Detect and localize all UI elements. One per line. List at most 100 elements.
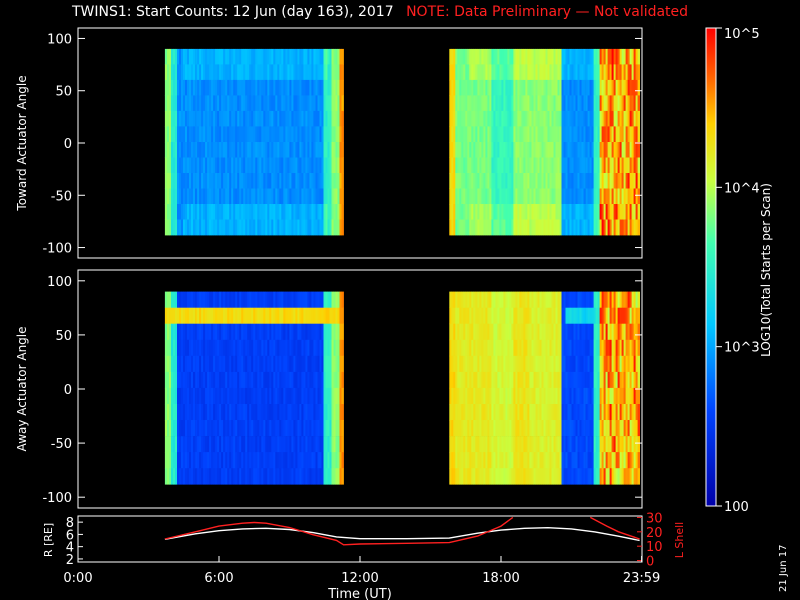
heatmap-cell bbox=[247, 157, 250, 174]
heatmap-cell bbox=[243, 95, 246, 112]
heatmap-cell bbox=[511, 355, 514, 373]
heatmap-cell bbox=[249, 404, 252, 421]
heatmap-cell bbox=[299, 404, 302, 421]
heatmap-cell bbox=[567, 420, 570, 437]
heatmap-cell bbox=[605, 126, 608, 143]
heatmap-cell bbox=[207, 387, 210, 405]
heatmap-cell bbox=[615, 307, 618, 325]
heatmap-cell bbox=[479, 323, 482, 341]
heatmap-cell bbox=[597, 64, 600, 81]
heatmap-cell bbox=[251, 219, 254, 236]
heatmap-cell bbox=[613, 79, 616, 96]
heatmap-cell bbox=[489, 142, 492, 158]
heatmap-cell bbox=[279, 126, 282, 143]
heatmap-cell bbox=[449, 79, 452, 96]
heatmap-cell bbox=[201, 188, 204, 205]
heatmap-cell bbox=[599, 452, 602, 469]
heatmap-cell bbox=[549, 371, 552, 389]
heatmap-cell bbox=[215, 452, 218, 469]
heatmap-cell bbox=[569, 387, 572, 405]
heatmap-cell bbox=[627, 452, 630, 469]
heatmap-cell bbox=[635, 371, 638, 389]
heatmap-cell bbox=[633, 307, 636, 325]
heatmap-cell bbox=[613, 468, 616, 485]
heatmap-cell bbox=[257, 404, 260, 421]
heatmap-cell bbox=[283, 79, 286, 96]
heatmap-cell bbox=[579, 157, 582, 174]
heatmap-cell bbox=[545, 79, 548, 96]
heatmap-cell bbox=[567, 452, 570, 469]
heatmap-cell bbox=[561, 468, 564, 485]
heatmap-cell bbox=[593, 371, 596, 389]
heatmap-cell bbox=[617, 323, 620, 341]
heatmap-cell bbox=[237, 126, 240, 143]
heatmap-cell bbox=[619, 204, 622, 220]
heatmap-cell bbox=[331, 64, 334, 81]
heatmap-cell bbox=[197, 48, 200, 65]
heatmap-cell bbox=[277, 110, 280, 127]
heatmap-cell bbox=[611, 157, 614, 174]
heatmap-cell bbox=[609, 157, 612, 174]
heatmap-cell bbox=[273, 126, 276, 143]
heatmap-cell bbox=[499, 307, 502, 325]
heatmap-cell bbox=[279, 64, 282, 81]
heatmap-cell bbox=[295, 219, 298, 236]
heatmap-cell bbox=[285, 95, 288, 112]
heatmap-cell bbox=[321, 355, 324, 373]
heatmap-cell bbox=[487, 173, 490, 189]
heatmap-cell bbox=[511, 420, 514, 437]
heatmap-cell bbox=[207, 339, 210, 357]
heatmap-cell bbox=[541, 219, 544, 236]
heatmap-cell bbox=[515, 79, 518, 96]
heatmap-cell bbox=[629, 291, 632, 308]
heatmap-cell bbox=[271, 387, 274, 405]
heatmap-cell bbox=[461, 436, 464, 453]
heatmap-cell bbox=[617, 95, 620, 112]
heatmap-cell bbox=[207, 468, 210, 485]
heatmap-cell bbox=[585, 452, 588, 469]
heatmap-cell bbox=[233, 204, 236, 220]
heatmap-cell bbox=[279, 468, 282, 485]
heatmap-cell bbox=[595, 452, 598, 469]
heatmap-cell bbox=[289, 157, 292, 174]
heatmap-cell bbox=[209, 188, 212, 205]
heatmap-cell bbox=[599, 173, 602, 189]
heatmap-cell bbox=[189, 142, 192, 158]
heatmap-cell bbox=[179, 371, 182, 389]
heatmap-cell bbox=[341, 142, 344, 158]
heatmap-cell bbox=[535, 355, 538, 373]
heatmap-cell bbox=[275, 219, 278, 236]
heatmap-cell bbox=[481, 323, 484, 341]
heatmap-cell bbox=[495, 48, 498, 65]
heatmap-cell bbox=[515, 95, 518, 112]
heatmap-cell bbox=[539, 468, 542, 485]
heatmap-cell bbox=[543, 64, 546, 81]
heatmap-cell bbox=[273, 219, 276, 236]
heatmap-cell bbox=[467, 339, 470, 357]
heatmap-cell bbox=[507, 355, 510, 373]
heatmap-cell bbox=[595, 157, 598, 174]
heatmap-cell bbox=[489, 188, 492, 205]
heatmap-cell bbox=[307, 79, 310, 96]
heatmap-cell bbox=[225, 404, 228, 421]
heatmap-cell bbox=[573, 468, 576, 485]
heatmap-cell bbox=[221, 404, 224, 421]
heatmap-cell bbox=[167, 188, 170, 205]
heatmap-cell bbox=[593, 436, 596, 453]
heatmap-cell bbox=[615, 323, 618, 341]
heatmap-cell bbox=[327, 173, 330, 189]
heatmap-cell bbox=[459, 371, 462, 389]
heatmap-cell bbox=[553, 436, 556, 453]
heatmap-cell bbox=[253, 468, 256, 485]
heatmap-cell bbox=[253, 436, 256, 453]
top-y-label: Toward Actuator Angle bbox=[15, 75, 29, 211]
heatmap-cell bbox=[235, 436, 238, 453]
heatmap-cell bbox=[197, 323, 200, 341]
heatmap-cell bbox=[315, 339, 318, 357]
heatmap-cell bbox=[285, 204, 288, 220]
heatmap-cell bbox=[515, 142, 518, 158]
heatmap-cell bbox=[597, 219, 600, 236]
heatmap-cell bbox=[509, 126, 512, 143]
heatmap-cell bbox=[193, 339, 196, 357]
